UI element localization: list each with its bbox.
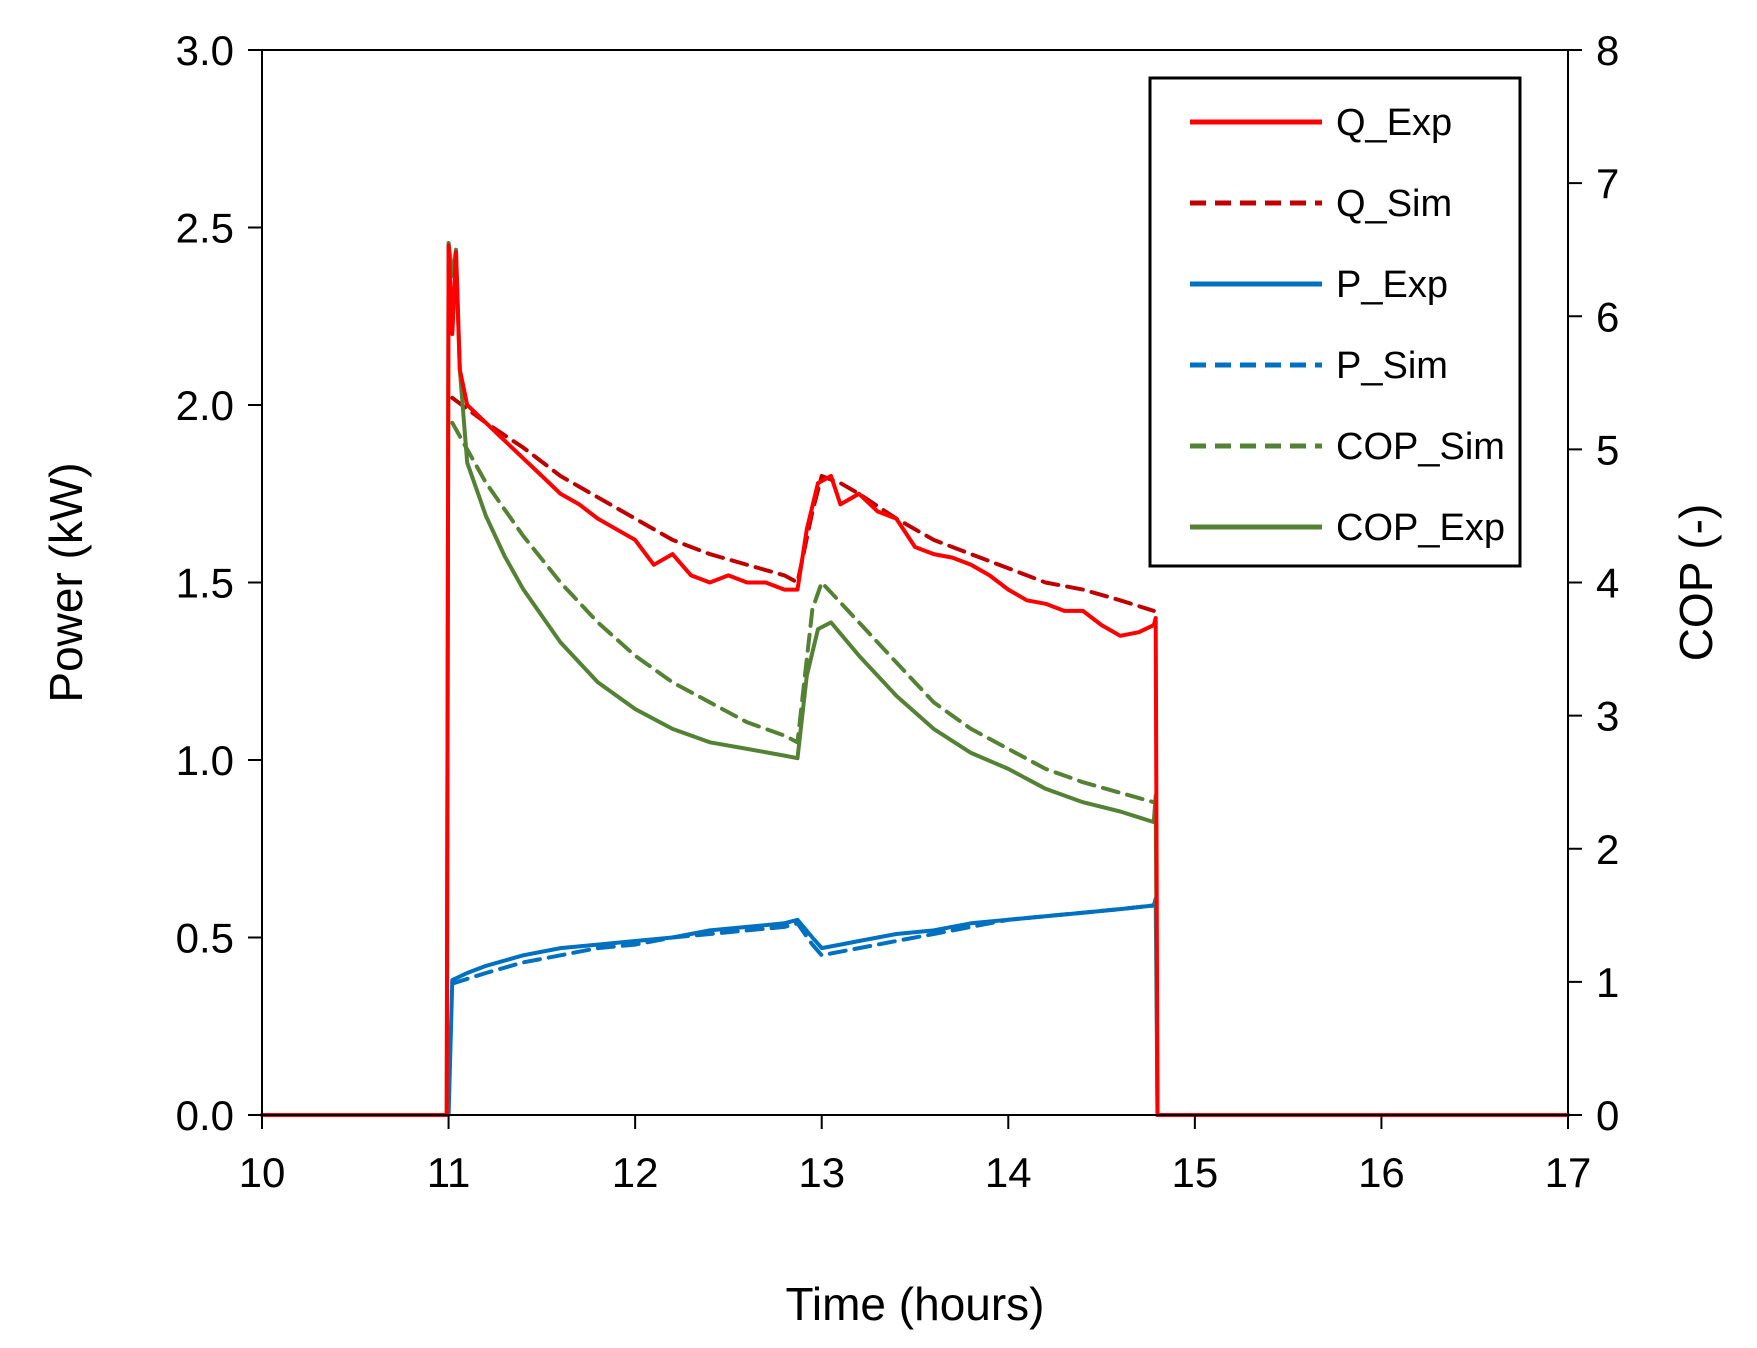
x-axis: 10 11 12 13 14 15 16 17 — [239, 1115, 1592, 1196]
y-left-tick-label: 2.5 — [176, 205, 234, 252]
y-left-tick-label: 0.0 — [176, 1092, 234, 1139]
y-left-tick-label: 1.0 — [176, 737, 234, 784]
y-axis-left-title: Power (kW) — [40, 462, 92, 702]
legend: Q_Exp Q_Sim P_Exp P_Sim COP_Sim COP_Exp — [1148, 76, 1522, 568]
legend-label-q-exp: Q_Exp — [1336, 102, 1452, 144]
y-right-tick-label: 3 — [1596, 693, 1619, 740]
y-right-tick-label: 4 — [1596, 560, 1619, 607]
series-line-q-exp — [260, 243, 1570, 1117]
x-axis-title: Time (hours) — [786, 1278, 1045, 1330]
y-axis-right-title: COP (-) — [1670, 504, 1722, 662]
series-line-p-exp — [260, 896, 1570, 1117]
y-right-tick-label: 1 — [1596, 959, 1619, 1006]
legend-label-q-sim: Q_Sim — [1336, 183, 1452, 225]
x-tick-label: 10 — [239, 1149, 286, 1196]
legend-label-cop-exp: COP_Exp — [1336, 507, 1505, 549]
y-right-tick-label: 0 — [1596, 1092, 1619, 1139]
legend-box — [1148, 76, 1522, 568]
legend-label-p-sim: P_Sim — [1336, 345, 1448, 387]
y-right-tick-label: 7 — [1596, 160, 1619, 207]
x-tick-label: 16 — [1358, 1149, 1405, 1196]
legend-label-p-exp: P_Exp — [1336, 264, 1448, 306]
y-right-tick-label: 6 — [1596, 293, 1619, 340]
x-tick-label: 12 — [612, 1149, 659, 1196]
x-tick-label: 13 — [798, 1149, 845, 1196]
series-line-cop-exp — [260, 241, 1570, 1117]
y-left-tick-label: 3.0 — [176, 27, 234, 74]
legend-label-cop-sim: COP_Sim — [1336, 426, 1505, 468]
x-tick-label: 17 — [1545, 1149, 1592, 1196]
series-layer — [260, 241, 1570, 1117]
y-axis-right: 0 1 2 3 4 5 6 7 8 — [1568, 27, 1619, 1139]
y-left-tick-label: 1.5 — [176, 560, 234, 607]
x-tick-label: 11 — [427, 1149, 471, 1196]
y-axis-left: 0.0 0.5 1.0 1.5 2.0 2.5 3.0 — [176, 27, 262, 1139]
y-left-tick-label: 2.0 — [176, 382, 234, 429]
x-tick-label: 15 — [1171, 1149, 1218, 1196]
x-tick-label: 14 — [985, 1149, 1032, 1196]
y-left-tick-label: 0.5 — [176, 915, 234, 962]
y-right-tick-label: 8 — [1596, 27, 1619, 74]
y-right-tick-label: 5 — [1596, 426, 1619, 473]
y-right-tick-label: 2 — [1596, 826, 1619, 873]
